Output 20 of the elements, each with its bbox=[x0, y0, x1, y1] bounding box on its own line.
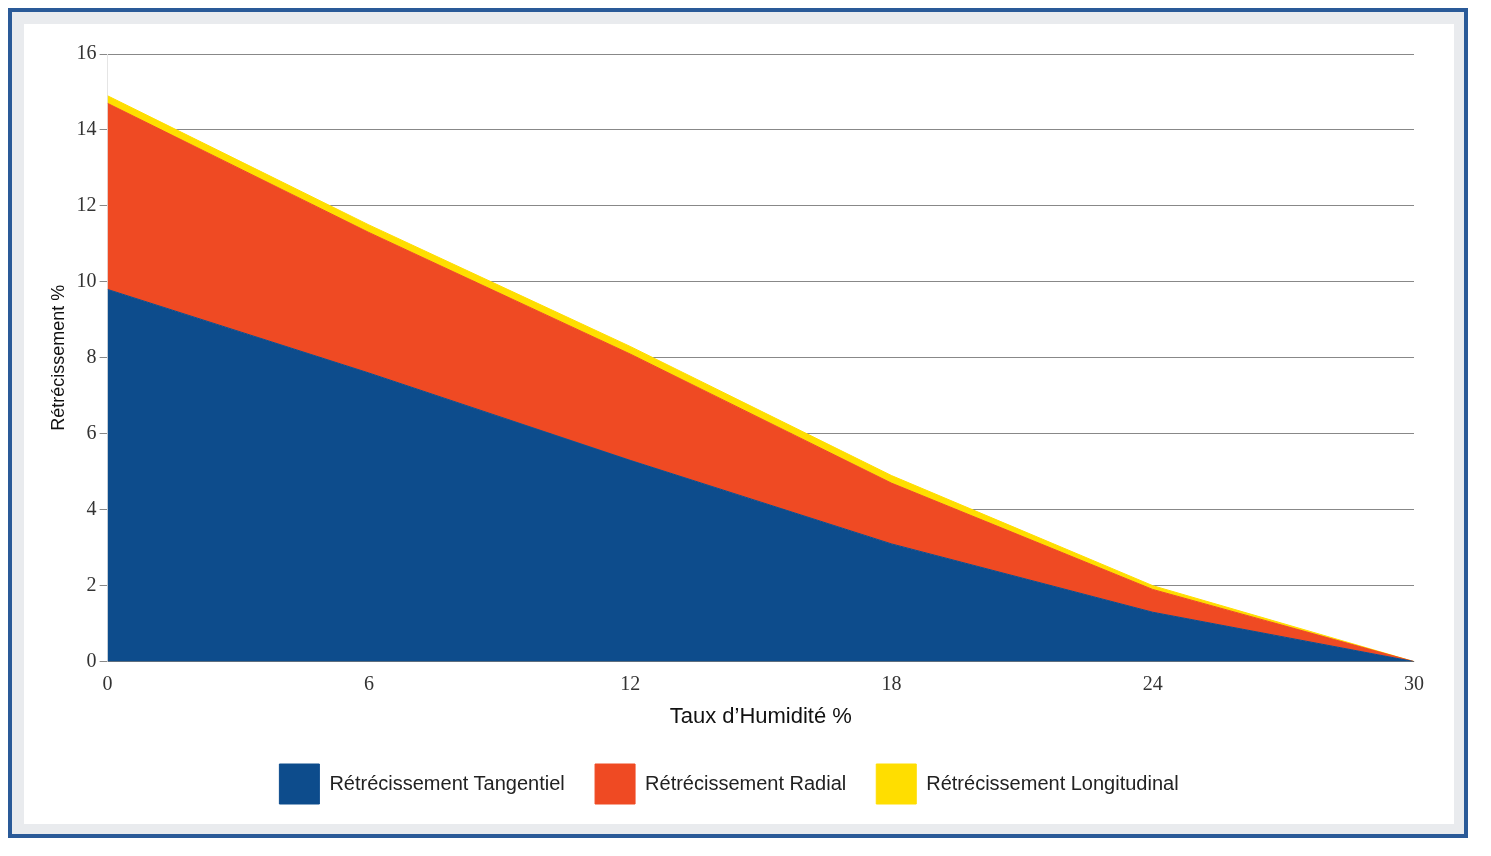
legend-label: Rétrécissement Longitudinal bbox=[926, 771, 1179, 794]
y-tick-label: 16 bbox=[76, 41, 97, 64]
y-tick-label: 12 bbox=[76, 193, 97, 216]
y-tick-label: 0 bbox=[86, 648, 97, 671]
y-tick-label: 8 bbox=[86, 345, 97, 368]
y-axis-title: Rétrécissement % bbox=[47, 284, 68, 431]
legend-label: Rétrécissement Tangentiel bbox=[329, 771, 565, 794]
y-tick-label: 6 bbox=[86, 421, 97, 443]
y-tick-label: 14 bbox=[76, 117, 97, 140]
y-tick-label: 2 bbox=[86, 572, 97, 595]
y-tick-label: 4 bbox=[86, 496, 97, 519]
x-tick-label: 18 bbox=[881, 671, 902, 694]
x-tick-label: 0 bbox=[102, 671, 113, 694]
legend-label: Rétrécissement Radial bbox=[645, 771, 847, 794]
x-tick-label: 6 bbox=[363, 671, 374, 694]
x-tick-label: 30 bbox=[1404, 671, 1424, 694]
x-tick-label: 24 bbox=[1142, 671, 1163, 694]
y-tick-label: 10 bbox=[76, 269, 97, 292]
x-tick-label: 12 bbox=[620, 671, 641, 694]
x-axis-title: Taux d’Humidité % bbox=[669, 702, 852, 728]
